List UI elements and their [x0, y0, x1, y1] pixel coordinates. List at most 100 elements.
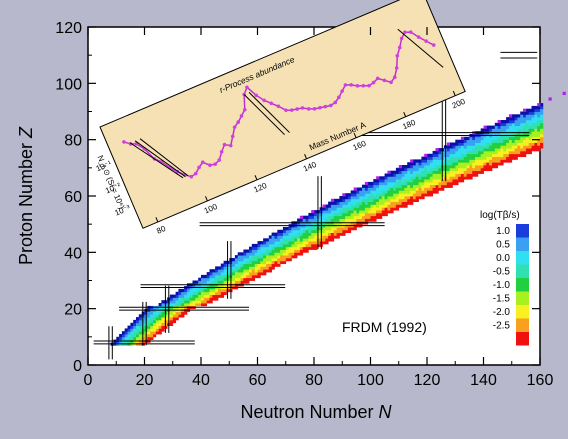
heatmap-cell: [401, 198, 405, 203]
heatmap-cell: [234, 277, 239, 281]
heatmap-cell: [181, 297, 185, 301]
heatmap-cell: [285, 243, 290, 248]
heatmap-cell: [458, 139, 462, 143]
heatmap-cell: [523, 111, 527, 115]
heatmap-cell: [311, 227, 315, 231]
heatmap-cell: [330, 238, 335, 242]
heatmap-cell: [489, 153, 493, 158]
heatmap-cell: [390, 170, 394, 174]
heatmap-cell: [138, 334, 143, 338]
heatmap-cell: [136, 334, 140, 338]
heatmap-cell: [401, 181, 405, 186]
heatmap-cell: [387, 201, 391, 205]
heatmap-cell: [463, 142, 467, 146]
heatmap-cell: [432, 162, 436, 166]
heatmap-cell: [311, 243, 315, 248]
heatmap-cell: [460, 136, 465, 141]
heatmap-cell: [237, 266, 241, 270]
heatmap-cell: [175, 297, 179, 301]
heatmap-cell: [379, 210, 383, 214]
heatmap-cell: [511, 139, 516, 143]
inset-ref-line: [248, 92, 290, 133]
heatmap-cell: [223, 263, 227, 267]
heatmap-cell: [435, 170, 439, 174]
heatmap-cell: [257, 274, 261, 279]
heatmap-cell: [421, 167, 425, 172]
heatmap-cell: [280, 241, 284, 245]
heatmap-cell: [520, 148, 524, 152]
heatmap-cell: [390, 181, 394, 186]
heatmap-cell: [432, 159, 436, 163]
heatmap-cell: [497, 139, 501, 143]
heatmap-cell: [407, 201, 411, 205]
heatmap-cell: [525, 128, 530, 132]
heatmap-cell: [379, 198, 383, 203]
heatmap-cell: [398, 184, 403, 188]
heatmap-cell: [376, 215, 380, 219]
heatmap-cell: [537, 103, 541, 107]
heatmap-cell: [263, 241, 267, 245]
heatmap-cell: [537, 117, 541, 121]
heatmap-cell: [147, 331, 151, 335]
heatmap-cell: [446, 179, 451, 183]
heatmap-cell: [359, 215, 363, 219]
heatmap-cell: [475, 167, 479, 172]
heatmap-cell: [217, 269, 222, 273]
heatmap-cell: [249, 252, 253, 256]
heatmap-cell: [508, 125, 513, 129]
heatmap-cell: [353, 207, 357, 211]
heatmap-cell: [175, 311, 179, 315]
heatmap-cell: [415, 187, 419, 191]
heatmap-cell: [350, 210, 354, 214]
heatmap-cell: [288, 235, 292, 239]
heatmap-cell: [398, 179, 403, 183]
heatmap-cell: [384, 190, 388, 194]
heatmap-cell: [469, 139, 473, 143]
heatmap-cell: [381, 198, 386, 203]
heatmap-cell: [311, 210, 315, 214]
heatmap-cell: [359, 198, 363, 203]
heatmap-cell: [274, 260, 278, 265]
heatmap-cell: [178, 288, 182, 293]
heatmap-cell: [469, 148, 473, 152]
heatmap-cell: [449, 159, 453, 163]
heatmap-cell: [404, 167, 408, 172]
heatmap-cell: [514, 120, 518, 124]
heatmap-cell: [523, 125, 527, 129]
heatmap-cell: [209, 300, 213, 304]
x-tick-label: 0: [84, 372, 93, 389]
heatmap-cell: [463, 165, 467, 169]
heatmap-cell: [353, 204, 357, 208]
heatmap-cell: [232, 280, 236, 284]
heatmap-cell: [333, 212, 338, 217]
heatmap-cell: [184, 303, 188, 307]
heatmap-cell: [158, 317, 162, 321]
heatmap-cell: [325, 204, 329, 208]
heatmap-cell: [475, 139, 479, 143]
heatmap-cell: [353, 218, 357, 222]
heatmap-cell: [240, 255, 244, 259]
legend-label: 1.0: [496, 226, 510, 237]
heatmap-cell: [297, 243, 301, 248]
heatmap-cell: [494, 139, 499, 143]
heatmap-cell: [243, 258, 247, 262]
heatmap-cell: [477, 159, 482, 163]
heatmap-cell: [520, 128, 524, 132]
heatmap-cell: [418, 193, 422, 197]
heatmap-cell: [302, 227, 306, 231]
inset-ref-line: [134, 140, 186, 178]
heatmap-cell: [427, 190, 431, 194]
heatmap-cell: [217, 291, 222, 296]
heatmap-cell: [212, 272, 216, 276]
heatmap-cell: [506, 139, 510, 143]
heatmap-cell: [234, 258, 239, 262]
heatmap-cell: [277, 260, 281, 265]
heatmap-cell: [370, 204, 374, 208]
heatmap-cell: [455, 173, 459, 177]
heatmap-cell: [220, 277, 225, 281]
heatmap-cell: [407, 167, 411, 172]
heatmap-cell: [492, 125, 496, 129]
heatmap-cell: [234, 269, 239, 273]
heatmap-cell: [540, 103, 544, 107]
heatmap-cell: [367, 181, 371, 186]
